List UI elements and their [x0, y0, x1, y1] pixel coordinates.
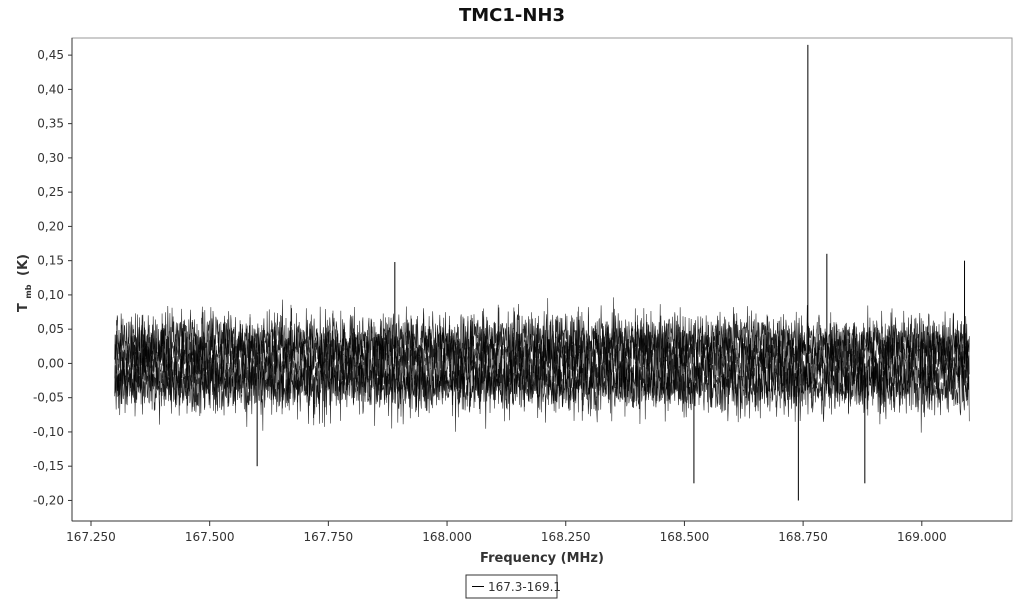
y-tick-label: 0,10: [37, 288, 64, 302]
legend[interactable]: 167.3-169.1: [465, 574, 561, 599]
y-tick-label: -0,15: [33, 459, 64, 473]
x-axis-ticks: 167.250 167.500 167.750 168.000 168.250 168.5…: [66, 521, 947, 544]
x-tick-label: 167.250: [66, 530, 116, 544]
x-tick-label: 168.250: [541, 530, 591, 544]
y-axis-label-sub: mb: [24, 284, 33, 298]
y-tick-label: -0,05: [33, 391, 64, 405]
y-tick-label: 0,15: [37, 254, 64, 268]
spectrum-series: [114, 44, 970, 501]
legend-box: [465, 574, 558, 599]
legend-label: 167.3-169.1: [488, 580, 561, 594]
y-tick-label: -0,10: [33, 425, 64, 439]
x-axis-label: Frequency (MHz): [480, 551, 604, 566]
y-axis-label-main: T: [16, 303, 31, 312]
x-tick-label: 168.750: [778, 530, 828, 544]
x-tick-label: 169.000: [897, 530, 947, 544]
x-tick-label: 168.000: [422, 530, 472, 544]
y-tick-label: 0,40: [37, 82, 64, 96]
y-tick-label: -0,20: [33, 493, 64, 507]
y-tick-label: 0,30: [37, 151, 64, 165]
plot-area-frame: [71, 37, 1013, 522]
y-axis-ticks: 0,45 0,40 0,35 0,30 0,25 0,20 0,15 0,10 0,05 0,00…: [33, 48, 72, 507]
y-tick-label: 0,05: [37, 322, 64, 336]
x-tick-label: 167.750: [304, 530, 354, 544]
y-tick-label: 0,35: [37, 117, 64, 131]
svg-text:T mb (K): T mb (K): [16, 254, 35, 312]
x-tick-label: 167.500: [185, 530, 235, 544]
y-tick-label: 0,00: [37, 356, 64, 370]
y-tick-label: 0,25: [37, 185, 64, 199]
y-tick-label: 0,20: [37, 219, 64, 233]
y-tick-label: 0,45: [37, 48, 64, 62]
y-axis-label: T mb (K): [16, 254, 35, 312]
y-axis-label-unit: (K): [16, 254, 31, 276]
x-tick-label: 168.500: [660, 530, 710, 544]
chart-title: TMC1-NH3: [459, 5, 565, 26]
